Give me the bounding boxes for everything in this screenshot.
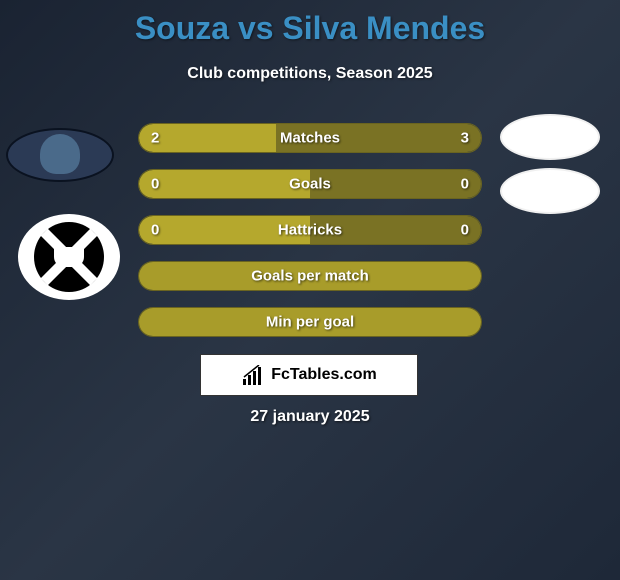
stats-bars: 2 Matches 3 0 Goals 0 0 Hattricks 0 Goal… bbox=[138, 123, 482, 353]
page-title: Souza vs Silva Mendes bbox=[0, 0, 620, 47]
bar-right bbox=[310, 170, 481, 198]
stat-value-right: 3 bbox=[461, 130, 469, 147]
stat-label: Goals per match bbox=[251, 268, 369, 285]
footer-brand-box[interactable]: FcTables.com bbox=[200, 354, 418, 396]
club-logo bbox=[18, 214, 120, 300]
player-avatar-right-2 bbox=[500, 168, 600, 214]
stat-value-left: 2 bbox=[151, 130, 159, 147]
stat-row-min-per-goal: Min per goal bbox=[138, 307, 482, 337]
stat-value-left: 0 bbox=[151, 176, 159, 193]
stat-row-goals-per-match: Goals per match bbox=[138, 261, 482, 291]
stat-label: Min per goal bbox=[266, 314, 354, 331]
bar-left bbox=[139, 170, 310, 198]
stat-row-goals: 0 Goals 0 bbox=[138, 169, 482, 199]
stat-label: Goals bbox=[289, 176, 331, 193]
date-label: 27 january 2025 bbox=[250, 408, 369, 426]
stat-value-right: 0 bbox=[461, 222, 469, 239]
stat-value-left: 0 bbox=[151, 222, 159, 239]
player-avatar-right-1 bbox=[500, 114, 600, 160]
stat-row-hattricks: 0 Hattricks 0 bbox=[138, 215, 482, 245]
stat-value-right: 0 bbox=[461, 176, 469, 193]
stat-row-matches: 2 Matches 3 bbox=[138, 123, 482, 153]
footer-brand-text: FcTables.com bbox=[271, 366, 377, 384]
bar-left bbox=[139, 124, 276, 152]
stat-label: Hattricks bbox=[278, 222, 342, 239]
player-avatar-left bbox=[6, 128, 114, 182]
chart-icon bbox=[241, 365, 265, 385]
page-subtitle: Club competitions, Season 2025 bbox=[0, 65, 620, 83]
stat-label: Matches bbox=[280, 130, 340, 147]
